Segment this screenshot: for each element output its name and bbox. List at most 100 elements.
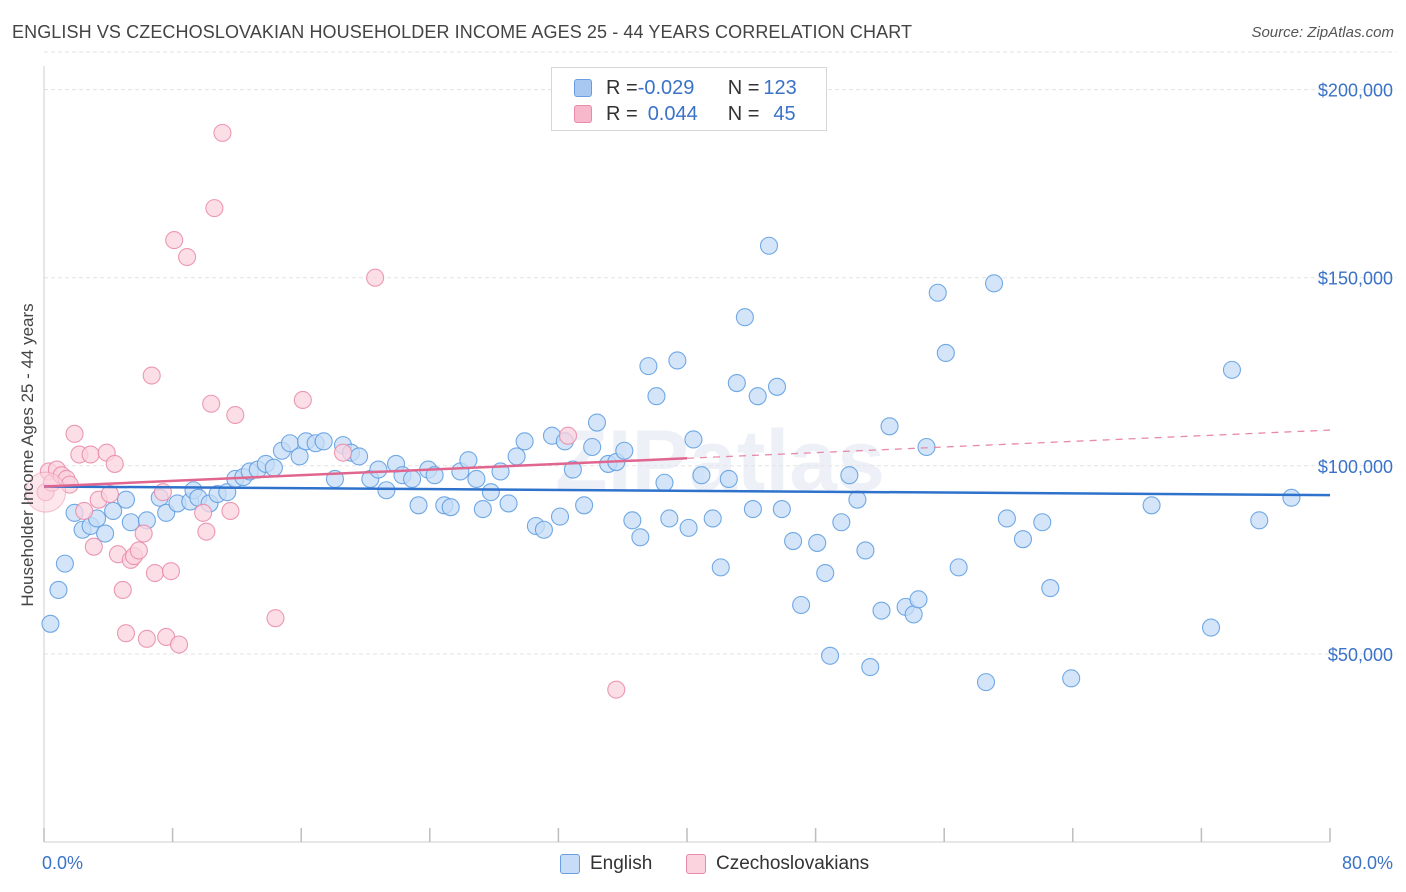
english-point — [534, 520, 553, 539]
english-point — [792, 595, 811, 615]
czechoslovakian-point — [165, 231, 184, 250]
english-point — [615, 441, 634, 460]
english-point — [655, 473, 674, 492]
english-point — [49, 580, 68, 600]
bottom-legend-english: English — [560, 852, 652, 876]
english-point — [748, 387, 767, 406]
y-tick-labels: $50,000 $100,000 $150,000 $200,000 — [1318, 81, 1393, 665]
legend-n-label: N = — [727, 76, 760, 99]
english-point — [861, 658, 880, 677]
english-point — [832, 513, 851, 532]
english-point — [425, 466, 444, 485]
english-point — [917, 437, 936, 457]
legend-swatch-czechoslovakians — [574, 105, 592, 123]
english-point — [623, 511, 642, 530]
english-point — [499, 494, 518, 513]
czechoslovakian-point — [213, 123, 232, 142]
axes — [43, 66, 1331, 843]
english-point — [727, 373, 746, 393]
czechoslovakian-point — [558, 426, 578, 445]
czechoslovakian-point — [197, 522, 216, 541]
english-point — [314, 432, 333, 451]
czechoslovakian-point — [129, 541, 148, 560]
czechoslovakian-point-large — [25, 471, 67, 513]
english-point — [872, 601, 891, 620]
english-point — [976, 673, 996, 692]
english-point — [631, 528, 650, 547]
english-point — [880, 417, 899, 436]
bottom-legend-swatch-english — [560, 854, 580, 874]
english-point — [679, 518, 698, 537]
english-point — [1282, 488, 1301, 507]
english-point — [984, 274, 1004, 293]
english-point — [563, 460, 582, 479]
english-point — [719, 469, 738, 489]
czechoslovakian-point — [202, 394, 221, 413]
english-point — [711, 558, 730, 577]
english-points — [41, 236, 1301, 692]
english-point — [377, 481, 396, 500]
y-tick-label: $50,000 — [1328, 645, 1393, 665]
czechoslovakian-point — [116, 624, 136, 643]
english-point — [928, 283, 947, 302]
czechoslovakian-point — [81, 445, 100, 464]
czechoslovakian-point — [65, 424, 84, 443]
legend-r-label: R = — [606, 76, 638, 99]
english-point — [904, 605, 923, 624]
english-point — [735, 308, 754, 327]
english-point — [1062, 669, 1081, 688]
bottom-legend-label-czechoslovakians: Czechoslovakians — [716, 853, 870, 874]
english-point — [949, 558, 968, 577]
legend-n-value: 123 — [763, 76, 797, 99]
czechoslovakian-point — [134, 524, 153, 543]
english-point — [587, 413, 607, 432]
english-point — [350, 447, 369, 466]
czechoslovakian-point — [113, 580, 132, 600]
czechoslovakian-point — [205, 199, 224, 218]
czechoslovakian-point — [105, 454, 124, 473]
czechoslovakian-point — [366, 268, 385, 287]
czechoslovakian-point — [75, 501, 94, 521]
english-point — [808, 533, 827, 552]
english-point — [1250, 511, 1269, 530]
english-point — [116, 490, 136, 509]
english-point — [575, 496, 594, 515]
czechoslovakian-point — [169, 635, 189, 654]
legend-n-label: N = — [727, 102, 760, 125]
english-point — [816, 563, 835, 583]
y-tick-label: $200,000 — [1318, 81, 1393, 101]
english-point — [639, 357, 658, 376]
english-point — [583, 437, 602, 457]
english-point — [1142, 496, 1161, 515]
english-point — [821, 646, 840, 665]
czechoslovakian-point — [221, 501, 240, 521]
legend-r-value: 0.044 — [647, 102, 698, 125]
chart-title: ENGLISH VS CZECHOSLOVAKIAN HOUSEHOLDER I… — [12, 22, 913, 42]
legend-row-english: R = -0.029 N = 123 — [574, 76, 797, 100]
english-point — [909, 590, 928, 609]
czechoslovakian-point — [607, 680, 626, 699]
czechoslovakian-points — [25, 123, 626, 699]
czechoslovakian-point — [226, 405, 245, 425]
english-point — [1013, 530, 1033, 549]
english-point — [997, 509, 1016, 528]
czechoslovakian-point — [266, 609, 285, 628]
czechoslovakian-point — [84, 537, 103, 556]
english-point — [55, 554, 74, 573]
english-point — [759, 236, 779, 255]
source-label: Source: ZipAtlas.com — [1251, 24, 1394, 41]
english-point — [647, 387, 666, 406]
english-point — [936, 343, 955, 363]
english-point — [467, 469, 486, 489]
bottom-legend-label-english: English — [590, 853, 653, 874]
legend-n-value: 45 — [773, 102, 796, 125]
english-point — [507, 447, 526, 466]
y-tick-label: $100,000 — [1318, 457, 1393, 477]
czechoslovakian-point — [333, 443, 353, 462]
czechoslovakian-point — [194, 503, 213, 522]
english-point — [290, 447, 309, 466]
english-point — [856, 541, 875, 560]
english-point — [840, 466, 859, 485]
english-point — [1033, 513, 1052, 532]
czechoslovakian-point — [137, 629, 156, 648]
